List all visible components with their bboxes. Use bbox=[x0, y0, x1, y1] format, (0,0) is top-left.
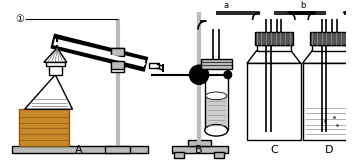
Bar bbox=[19, 109, 69, 146]
Ellipse shape bbox=[206, 92, 227, 100]
Bar bbox=[12, 146, 148, 153]
Ellipse shape bbox=[205, 125, 228, 136]
Bar bbox=[247, 63, 301, 140]
Bar bbox=[149, 63, 159, 68]
Text: C: C bbox=[270, 145, 278, 155]
Text: a: a bbox=[224, 1, 229, 9]
Bar bbox=[172, 146, 228, 153]
Bar bbox=[304, 101, 353, 139]
Text: B: B bbox=[195, 145, 203, 155]
Bar bbox=[187, 140, 210, 146]
Text: D: D bbox=[325, 145, 334, 155]
Text: ①: ① bbox=[15, 14, 24, 24]
Polygon shape bbox=[247, 51, 301, 63]
Bar bbox=[206, 96, 227, 129]
Bar bbox=[111, 63, 124, 72]
Circle shape bbox=[190, 65, 209, 84]
Bar bbox=[111, 48, 124, 57]
Circle shape bbox=[224, 71, 232, 79]
Text: b: b bbox=[301, 1, 306, 9]
Bar bbox=[49, 65, 62, 75]
Bar bbox=[111, 61, 124, 69]
Bar bbox=[310, 32, 348, 45]
Bar bbox=[111, 48, 124, 56]
Bar bbox=[312, 45, 347, 51]
Polygon shape bbox=[26, 96, 71, 109]
Bar bbox=[255, 32, 293, 45]
Polygon shape bbox=[44, 48, 67, 62]
Bar bbox=[46, 62, 65, 66]
Bar bbox=[174, 152, 184, 158]
Bar bbox=[201, 59, 232, 69]
Polygon shape bbox=[25, 75, 72, 109]
Bar bbox=[105, 146, 130, 153]
Bar bbox=[214, 152, 224, 158]
Text: A: A bbox=[76, 145, 83, 155]
Bar bbox=[257, 45, 291, 51]
Polygon shape bbox=[303, 51, 353, 63]
Bar bbox=[303, 63, 353, 140]
